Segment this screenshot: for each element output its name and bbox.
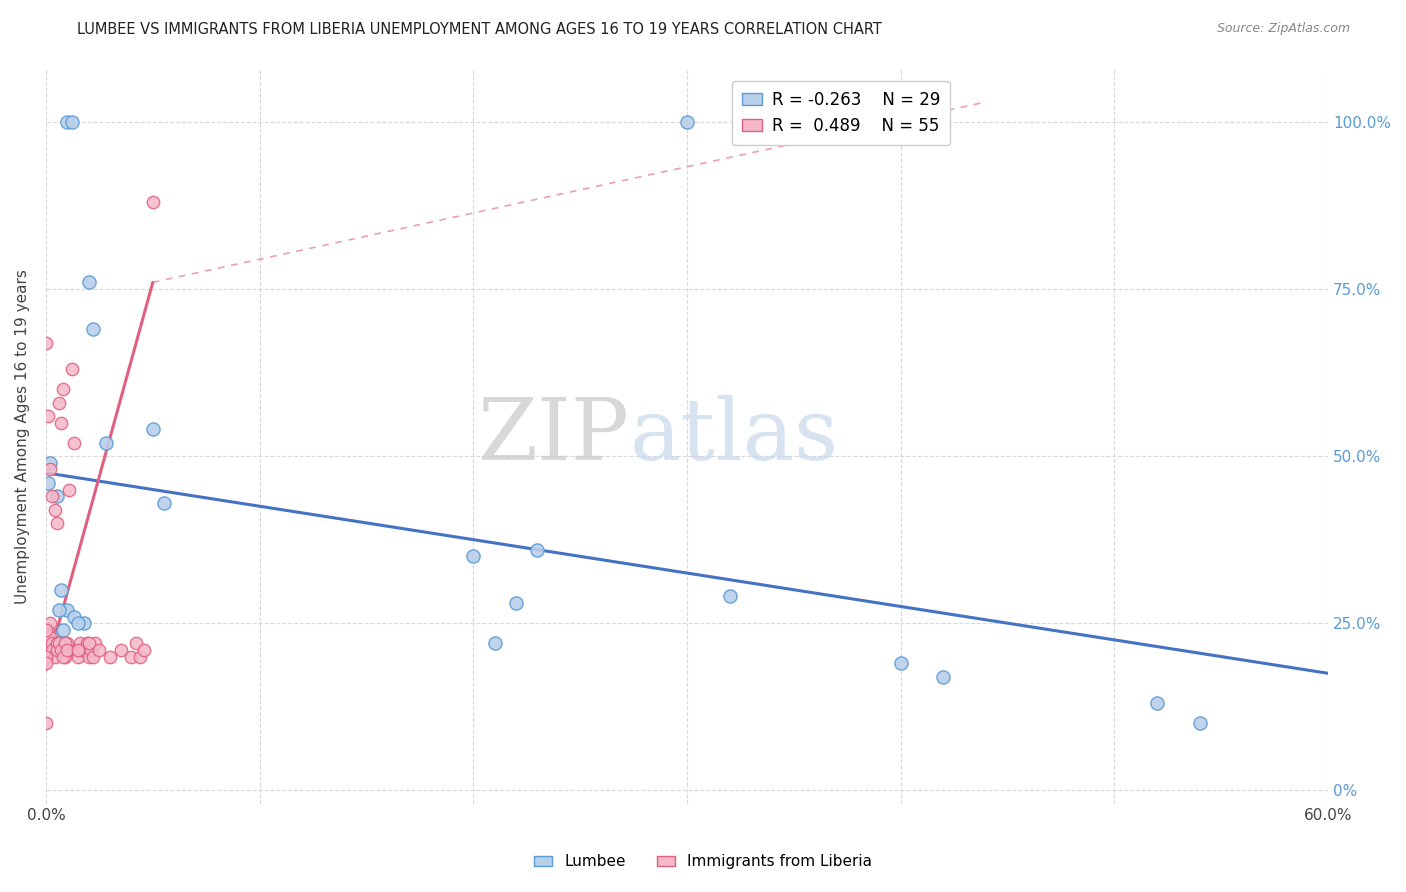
Point	[125, 636, 148, 650]
Point	[94, 435, 117, 450]
Point	[69, 636, 91, 650]
Point	[77, 276, 100, 290]
Point	[35, 657, 58, 671]
Point	[152, 496, 174, 510]
Point	[45, 516, 67, 530]
Point	[53, 643, 76, 657]
Point	[82, 649, 104, 664]
Point	[37, 623, 59, 637]
Legend: R = -0.263    N = 29, R =  0.489    N = 55: R = -0.263 N = 29, R = 0.489 N = 55	[731, 80, 950, 145]
Point	[134, 643, 156, 657]
Point	[44, 502, 66, 516]
Point	[56, 115, 79, 129]
Point	[120, 649, 142, 664]
Point	[53, 649, 76, 664]
Point	[77, 636, 100, 650]
Point	[48, 636, 70, 650]
Point	[44, 649, 66, 664]
Point	[76, 636, 98, 650]
Point	[84, 636, 107, 650]
Point	[89, 643, 111, 657]
Point	[98, 649, 121, 664]
Point	[56, 636, 79, 650]
Point	[73, 616, 96, 631]
Point	[80, 643, 103, 657]
Point	[49, 643, 72, 657]
Point	[39, 462, 62, 476]
Point	[60, 115, 83, 129]
Point	[35, 623, 58, 637]
Point	[526, 542, 548, 557]
Point	[52, 382, 75, 396]
Point	[58, 483, 80, 497]
Point	[37, 475, 59, 490]
Point	[62, 435, 84, 450]
Point	[66, 616, 89, 631]
Text: atlas: atlas	[630, 394, 838, 477]
Point	[39, 456, 62, 470]
Point	[41, 636, 63, 650]
Point	[37, 636, 59, 650]
Point	[463, 549, 485, 564]
Point	[45, 643, 67, 657]
Point	[676, 115, 699, 129]
Point	[142, 195, 165, 210]
Point	[35, 716, 58, 731]
Point	[45, 636, 67, 650]
Point	[49, 582, 72, 597]
Point	[45, 489, 67, 503]
Point	[77, 649, 100, 664]
Point	[65, 643, 87, 657]
Point	[890, 657, 912, 671]
Point	[52, 649, 75, 664]
Point	[48, 603, 70, 617]
Point	[66, 643, 89, 657]
Point	[49, 416, 72, 430]
Point	[62, 609, 84, 624]
Point	[72, 643, 94, 657]
Point	[110, 643, 132, 657]
Point	[37, 630, 59, 644]
Point	[129, 649, 152, 664]
Point	[41, 489, 63, 503]
Text: LUMBEE VS IMMIGRANTS FROM LIBERIA UNEMPLOYMENT AMONG AGES 16 TO 19 YEARS CORRELA: LUMBEE VS IMMIGRANTS FROM LIBERIA UNEMPL…	[77, 22, 882, 37]
Y-axis label: Unemployment Among Ages 16 to 19 years: Unemployment Among Ages 16 to 19 years	[15, 268, 30, 604]
Point	[35, 335, 58, 350]
Point	[484, 636, 506, 650]
Text: ZIP: ZIP	[478, 394, 630, 477]
Point	[41, 643, 63, 657]
Point	[56, 603, 79, 617]
Point	[35, 649, 58, 664]
Point	[52, 623, 75, 637]
Point	[718, 590, 741, 604]
Point	[142, 422, 165, 436]
Point	[53, 636, 76, 650]
Point	[39, 630, 62, 644]
Point	[1188, 716, 1211, 731]
Point	[932, 670, 955, 684]
Point	[41, 630, 63, 644]
Point	[60, 362, 83, 376]
Point	[82, 322, 104, 336]
Legend: Lumbee, Immigrants from Liberia: Lumbee, Immigrants from Liberia	[527, 848, 879, 875]
Point	[56, 643, 79, 657]
Point	[37, 623, 59, 637]
Point	[1146, 697, 1168, 711]
Point	[48, 395, 70, 409]
Text: Source: ZipAtlas.com: Source: ZipAtlas.com	[1216, 22, 1350, 36]
Point	[73, 643, 96, 657]
Point	[56, 643, 79, 657]
Point	[37, 409, 59, 423]
Point	[39, 616, 62, 631]
Point	[66, 649, 89, 664]
Point	[505, 596, 527, 610]
